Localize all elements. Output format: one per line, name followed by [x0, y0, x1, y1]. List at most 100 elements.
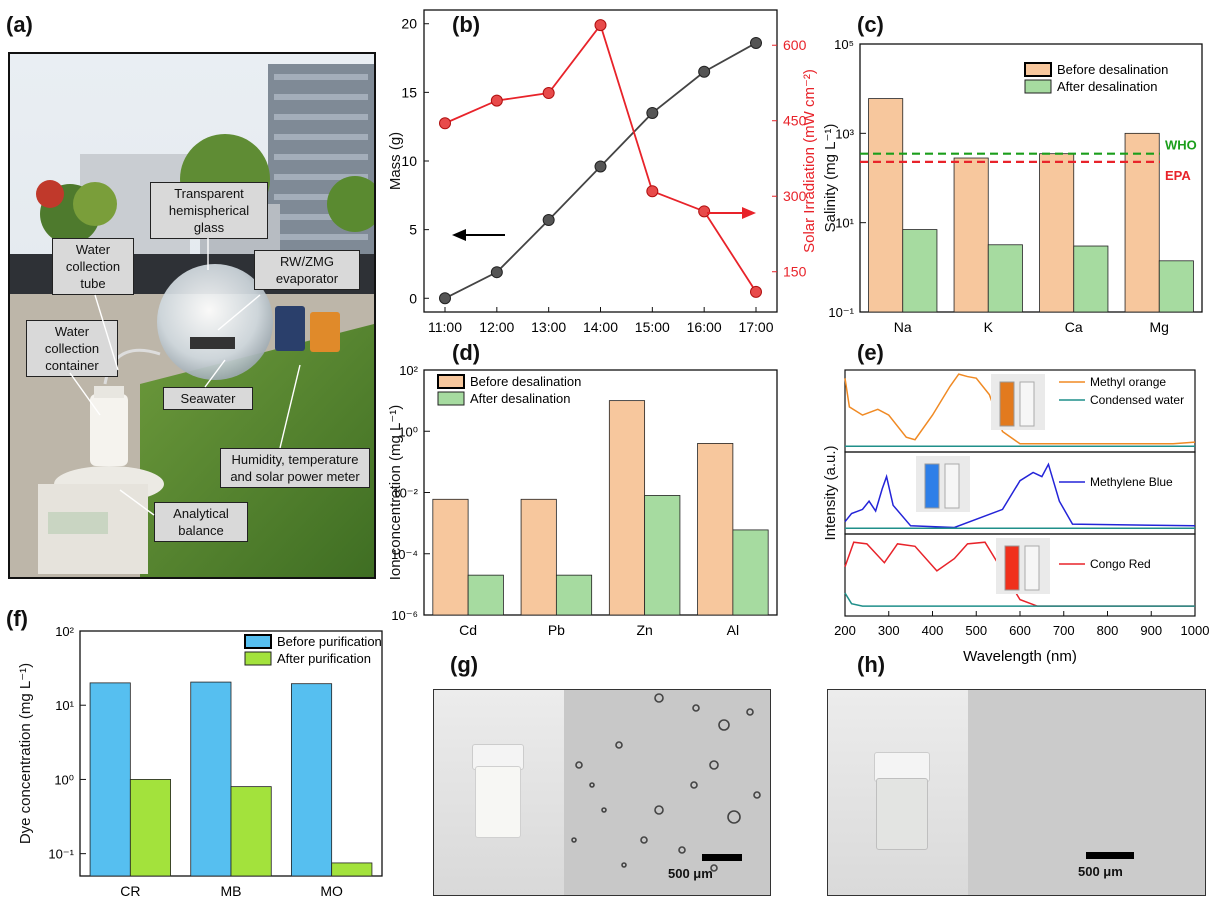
x-tick-label: CR — [120, 883, 140, 899]
scale-bar-g — [702, 854, 742, 861]
x-tick-label: Ca — [1065, 319, 1083, 335]
legend-label: Before desalination — [470, 374, 581, 389]
y2-tick-label-b: 600 — [783, 37, 807, 53]
bar-mb-after — [230, 786, 272, 877]
x-tick-label: Pb — [548, 622, 565, 638]
bar-al-before — [697, 443, 734, 616]
point-solar — [542, 87, 555, 100]
point-mass — [490, 266, 503, 279]
scale-label-h: 500 μm — [1078, 864, 1123, 879]
y-axis-label-e: Intensity (a.u.) — [822, 445, 839, 540]
legend-swatch — [244, 651, 272, 666]
legend-label-e: Methyl orange — [1090, 375, 1166, 389]
subplot-frame — [844, 451, 1196, 535]
x-tick-label: MB — [221, 883, 242, 899]
x-tick-label-b: 12:00 — [479, 319, 514, 335]
point-solar — [646, 185, 659, 198]
y-tick-label: 10⁻² — [392, 486, 418, 501]
panel-g-label: (g) — [450, 652, 479, 677]
point-mass — [594, 160, 607, 173]
y-axis-label: Dye concentration (mg L⁻¹) — [17, 663, 34, 844]
x-tick-label-e: 1000 — [1181, 623, 1210, 638]
bar-k-before — [953, 157, 989, 313]
panel-h-images: 500 μm — [827, 689, 1206, 896]
legend-swatch — [1024, 62, 1052, 77]
point-solar — [698, 205, 711, 218]
y-tick-label-b: 0 — [409, 290, 417, 306]
vial-turbid-photo — [434, 690, 564, 895]
point-solar — [594, 19, 607, 32]
y-tick-label: 10¹ — [835, 216, 854, 231]
y-tick-label: 10⁵ — [834, 37, 854, 52]
y-tick-label-b: 15 — [401, 84, 417, 100]
x-tick-label-e: 800 — [1097, 623, 1119, 638]
panel-f-label: (f) — [6, 606, 28, 631]
x-tick-label: Al — [727, 622, 739, 638]
bar-ca-after — [1073, 245, 1109, 313]
x-tick-label-b: 17:00 — [738, 319, 773, 335]
y-tick-label: 10⁰ — [398, 424, 418, 439]
legend-label: After purification — [277, 651, 371, 666]
legend-swatch — [437, 374, 465, 389]
point-mass — [439, 292, 451, 305]
y-tick-label: 10⁻¹ — [828, 305, 854, 320]
cuvette-dye — [924, 463, 940, 509]
legend-label: After desalination — [470, 391, 570, 406]
x-tick-label-b: 15:00 — [635, 319, 670, 335]
point-mass — [750, 36, 762, 49]
callout-balance: Analytical balance — [154, 502, 248, 542]
panel-c-label: (c) — [857, 12, 884, 37]
chart-e: 200 300 400 500 600 700 800 900 1000 Wavelength (… — [822, 369, 1210, 665]
x-tick-label-e: 400 — [922, 623, 944, 638]
y2-axis-label-b: Solar Irradiation (mW cm⁻²) — [801, 69, 818, 253]
panel-a-label: (a) — [6, 12, 33, 37]
callout-lines — [69, 238, 301, 516]
point-mass — [542, 214, 555, 227]
bar-zn-after — [644, 495, 681, 616]
y-tick-label: 10² — [55, 624, 74, 639]
micrograph-bubbles — [564, 690, 770, 895]
panel-g-images: 500 μm — [433, 689, 771, 896]
x-tick-label-b: 16:00 — [687, 319, 722, 335]
cuvette-photo — [996, 538, 1050, 594]
arrowhead-right-b — [742, 207, 756, 219]
bar-cd-before — [432, 498, 469, 616]
x-tick-label: MO — [320, 883, 343, 899]
x-tick-label-e: 200 — [834, 623, 856, 638]
callout-seawater: Seawater — [163, 387, 253, 410]
spectrum-condensed-water-3 — [844, 592, 1195, 607]
x-tick-label: Mg — [1150, 319, 1169, 335]
chart-c: Na K Ca Mg 10⁻¹ 10¹ 10³ 10⁵ Salinity (mg L⁻¹) Bef… — [822, 37, 1203, 335]
scale-label-g: 500 μm — [668, 866, 713, 881]
legend-swatch — [437, 391, 465, 406]
y2-tick-label-b: 150 — [783, 264, 807, 280]
micrograph-clear — [968, 690, 1205, 895]
bar-mg-after — [1158, 260, 1194, 313]
bar-ca-before — [1039, 153, 1075, 313]
bar-mo-after — [331, 862, 373, 877]
spectrum-congo-red — [844, 541, 1195, 607]
y-tick-label: 10⁻⁴ — [391, 547, 418, 562]
y2-tick-label-b: 450 — [783, 113, 807, 129]
callout-tube: Water collection tube — [52, 238, 134, 295]
x-tick-label-b: 13:00 — [531, 319, 566, 335]
callout-container: Water collection container — [26, 320, 118, 377]
bar-al-after — [732, 529, 769, 616]
legend-label-e: Condensed water — [1090, 393, 1184, 407]
plot-frame — [859, 43, 1203, 313]
cuvette-water — [1024, 545, 1040, 591]
bar-cr-after — [129, 779, 171, 877]
y-tick-label-b: 10 — [401, 153, 417, 169]
y-axis-label: Ion concentration (mg L⁻¹) — [387, 405, 404, 581]
bar-k-after — [987, 244, 1023, 313]
y-tick-label: 10¹ — [55, 698, 74, 713]
bar-zn-before — [608, 400, 646, 616]
cuvette-dye — [1004, 545, 1020, 591]
bar-na-after — [902, 229, 938, 313]
cuvette-photo — [916, 456, 970, 512]
bar-mg-before — [1124, 132, 1160, 313]
x-tick-label-e: 600 — [1009, 623, 1031, 638]
x-tick-label: Na — [894, 319, 912, 335]
point-solar — [750, 285, 762, 298]
callout-glass: Transparent hemispherical glass — [150, 182, 268, 239]
